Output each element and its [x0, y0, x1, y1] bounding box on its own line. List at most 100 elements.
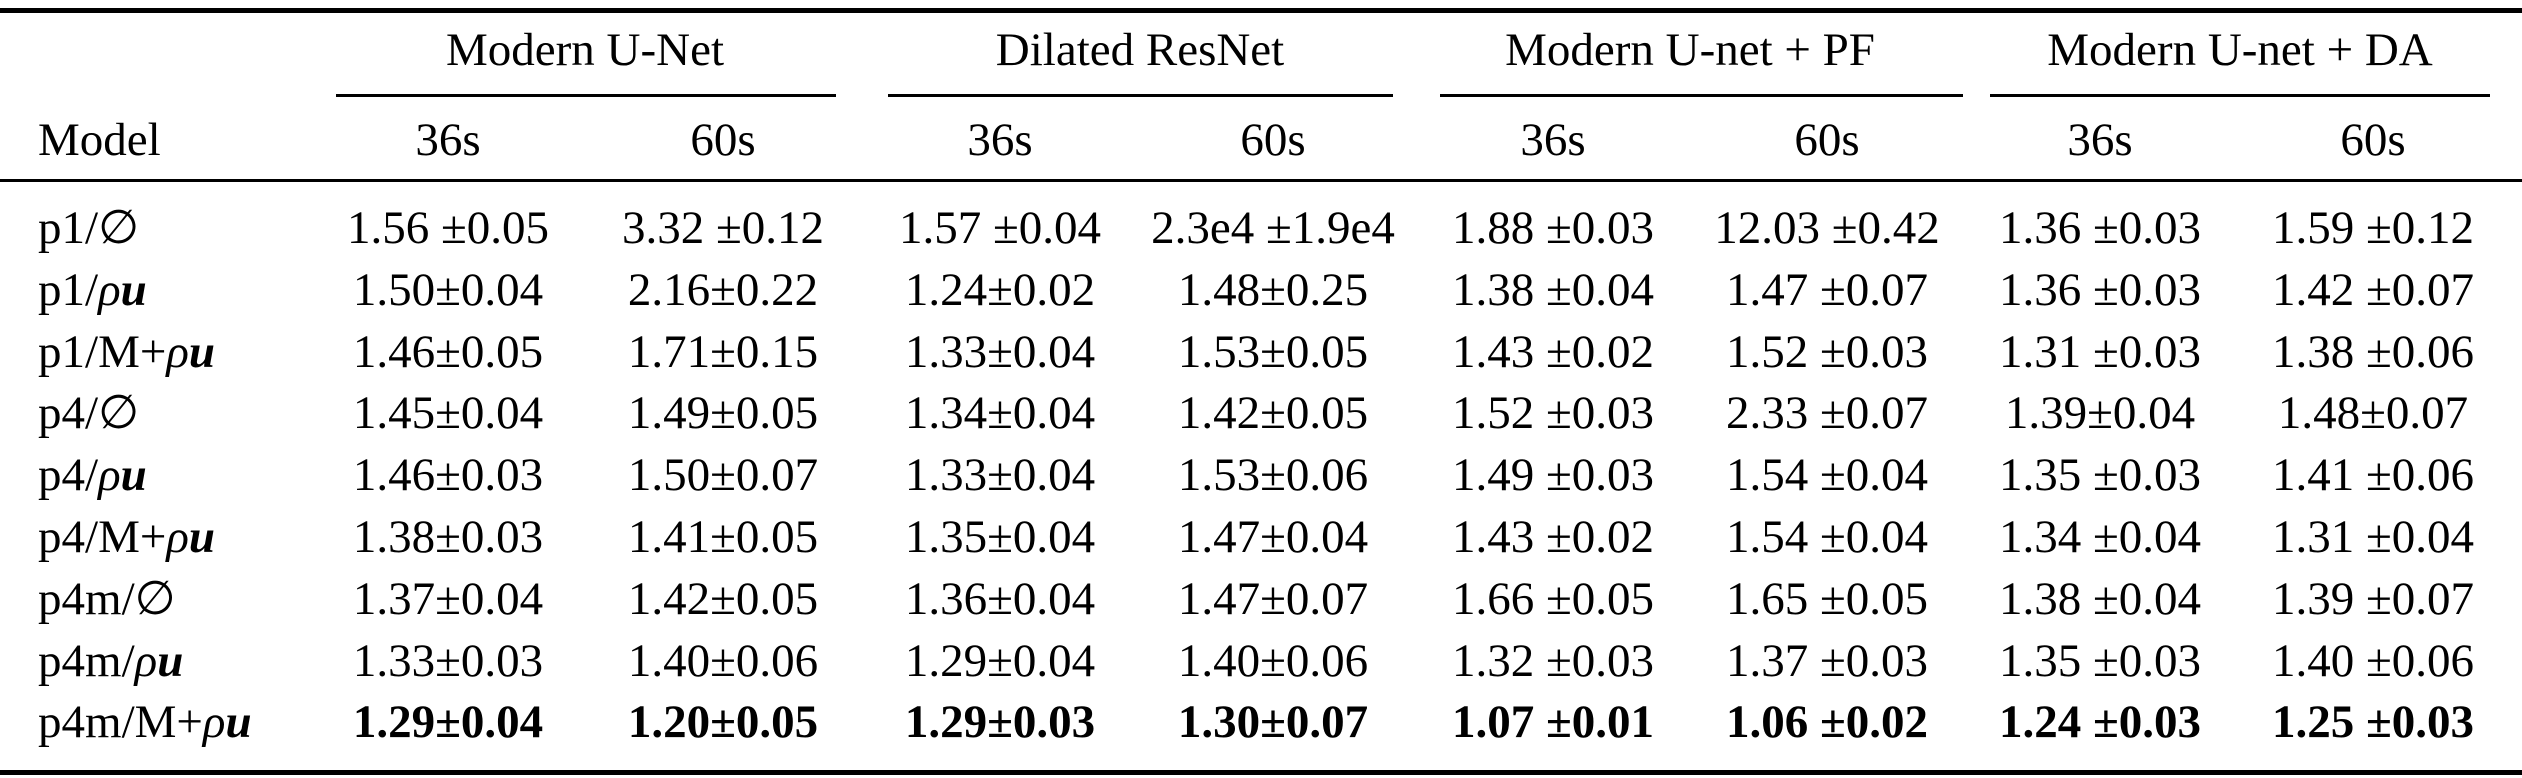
- table-cell: 1.50±0.07: [627, 449, 819, 501]
- table-cell: 1.42 ±0.07: [2271, 264, 2475, 316]
- header-rule: [0, 179, 2522, 182]
- row-label-variant: ρu⃗: [98, 264, 184, 316]
- row-label: p4m/M+ρu⃗: [38, 696, 289, 748]
- table-cell: 1.66 ±0.05: [1451, 573, 1655, 625]
- table-cell: 1.52 ±0.03: [1451, 387, 1655, 439]
- group-header-unet-pf: Modern U-net + PF: [1505, 24, 1875, 76]
- table-cell: 1.38±0.03: [352, 511, 544, 563]
- bottom-rule: [0, 770, 2522, 775]
- table-cell: 1.48±0.07: [2277, 387, 2469, 439]
- table-cell: 1.33±0.03: [352, 635, 544, 687]
- group-header-unet-da: Modern U-net + DA: [2047, 24, 2433, 76]
- table-cell: 1.38 ±0.06: [2271, 326, 2475, 378]
- row-label: p4/∅: [38, 387, 140, 439]
- table-cell: 1.54 ±0.04: [1725, 449, 1929, 501]
- sub-header: 36s: [967, 114, 1033, 166]
- table-cell: 1.25 ±0.03: [2271, 696, 2475, 748]
- table-cell: 1.36 ±0.03: [1998, 264, 2202, 316]
- table-cell: 1.40 ±0.06: [2271, 635, 2475, 687]
- group-rule-unet-pf: [1440, 94, 1963, 97]
- table-cell: 1.32 ±0.03: [1451, 635, 1655, 687]
- row-label: p4/ρu⃗: [38, 449, 184, 501]
- table-cell: 1.59 ±0.12: [2271, 202, 2475, 254]
- table-cell: 1.88 ±0.03: [1451, 202, 1655, 254]
- table-cell: 12.03 ±0.42: [1714, 202, 1940, 254]
- table-cell: 1.33±0.04: [904, 326, 1096, 378]
- table-cell: 2.33 ±0.07: [1725, 387, 1929, 439]
- table-cell: 1.47±0.07: [1177, 573, 1369, 625]
- group-rule-unet-da: [1990, 94, 2490, 97]
- row-label-group: p1: [38, 202, 85, 254]
- row-label-variant: ∅: [134, 573, 176, 625]
- sub-header: 36s: [1520, 114, 1586, 166]
- table-cell: 1.29±0.03: [904, 696, 1096, 748]
- row-label-variant: ρu⃗: [134, 635, 220, 687]
- table-cell: 1.20±0.05: [627, 696, 819, 748]
- table-cell: 1.38 ±0.04: [1451, 264, 1655, 316]
- table-cell: 1.41 ±0.06: [2271, 449, 2475, 501]
- row-label: p4m/∅: [38, 573, 176, 625]
- table-cell: 1.07 ±0.01: [1451, 696, 1655, 748]
- table-cell: 1.49 ±0.03: [1451, 449, 1655, 501]
- table-cell: 1.37 ±0.03: [1725, 635, 1929, 687]
- row-label-variant: M+ρu⃗: [98, 326, 252, 378]
- table-cell: 1.47±0.04: [1177, 511, 1369, 563]
- row-label-group: p4: [38, 387, 85, 439]
- sub-header: 60s: [690, 114, 756, 166]
- table-cell: 1.43 ±0.02: [1451, 511, 1655, 563]
- table-cell: 1.47 ±0.07: [1725, 264, 1929, 316]
- group-rule-modern-unet: [336, 94, 836, 97]
- table-cell: 1.41±0.05: [627, 511, 819, 563]
- table-cell: 1.31 ±0.03: [1998, 326, 2202, 378]
- row-label: p1/∅: [38, 202, 140, 254]
- row-label-group: p4m: [38, 696, 122, 748]
- table-cell: 1.46±0.05: [352, 326, 544, 378]
- table-cell: 1.31 ±0.04: [2271, 511, 2475, 563]
- row-label-group: p1: [38, 326, 85, 378]
- table-cell: 1.45±0.04: [352, 387, 544, 439]
- table-cell: 1.36±0.04: [904, 573, 1096, 625]
- row-label-variant: M+ρu⃗: [98, 511, 252, 563]
- table-cell: 1.30±0.07: [1177, 696, 1369, 748]
- row-label: p1/ρu⃗: [38, 264, 184, 316]
- table-cell: 1.56 ±0.05: [346, 202, 550, 254]
- group-header-dilated-resnet: Dilated ResNet: [995, 24, 1285, 76]
- table-cell: 1.71±0.15: [627, 326, 819, 378]
- sub-header: 36s: [415, 114, 481, 166]
- row-label: p4/M+ρu⃗: [38, 511, 252, 563]
- table-cell: 1.34 ±0.04: [1998, 511, 2202, 563]
- table-cell: 1.54 ±0.04: [1725, 511, 1929, 563]
- table-cell: 2.3e4 ±1.9e4: [1151, 202, 1395, 254]
- table-cell: 1.40±0.06: [1177, 635, 1369, 687]
- table-cell: 1.40±0.06: [627, 635, 819, 687]
- table-cell: 1.29±0.04: [352, 696, 544, 748]
- table-cell: 1.35 ±0.03: [1998, 449, 2202, 501]
- table-cell: 1.24±0.02: [904, 264, 1096, 316]
- top-rule: [0, 8, 2522, 13]
- table-cell: 1.49±0.05: [627, 387, 819, 439]
- sub-header: 60s: [1794, 114, 1860, 166]
- table-cell: 2.16±0.22: [627, 264, 819, 316]
- row-label-group: p4m: [38, 573, 122, 625]
- table-cell: 1.42±0.05: [1177, 387, 1369, 439]
- table-cell: 1.06 ±0.02: [1725, 696, 1929, 748]
- table-cell: 1.57 ±0.04: [898, 202, 1102, 254]
- sub-header: 60s: [1240, 114, 1306, 166]
- table-cell: 1.35±0.04: [904, 511, 1096, 563]
- sub-header: 36s: [2067, 114, 2133, 166]
- table-cell: 1.35 ±0.03: [1998, 635, 2202, 687]
- table-cell: 1.53±0.06: [1177, 449, 1369, 501]
- table-cell: 1.50±0.04: [352, 264, 544, 316]
- row-label-group: p4m: [38, 635, 122, 687]
- row-label: p4m/ρu⃗: [38, 635, 220, 687]
- table-cell: 1.43 ±0.02: [1451, 326, 1655, 378]
- sub-header: 60s: [2340, 114, 2406, 166]
- table-cell: 1.34±0.04: [904, 387, 1096, 439]
- group-rule-dilated-resnet: [888, 94, 1393, 97]
- table-cell: 1.39 ±0.07: [2271, 573, 2475, 625]
- table-cell: 1.52 ±0.03: [1725, 326, 1929, 378]
- table-cell: 3.32 ±0.12: [621, 202, 825, 254]
- table-cell: 1.53±0.05: [1177, 326, 1369, 378]
- table-cell: 1.65 ±0.05: [1725, 573, 1929, 625]
